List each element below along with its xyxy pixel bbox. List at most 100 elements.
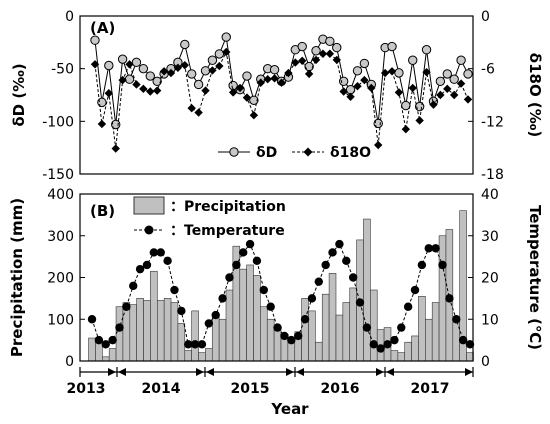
series-d18O-point [139, 84, 148, 94]
series-d18O-point [346, 92, 355, 101]
series-dD-point [456, 55, 466, 65]
series-d18O-point [387, 67, 397, 76]
panel-b-left-axis-label: Precipitation (mm) [8, 198, 26, 357]
precipitation-bar [95, 341, 103, 362]
panel-a-right-tick-label: -12 [481, 114, 504, 130]
precipitation-bar [129, 304, 137, 362]
precipitation-bar [397, 352, 406, 362]
panel-b-right-tick-label: 0 [481, 354, 490, 370]
series-d18O-point [152, 86, 162, 95]
series-d18O-point [318, 49, 328, 58]
series-d18O-point [270, 74, 279, 83]
series-d18O-point [125, 60, 134, 69]
temperature-point [211, 310, 220, 320]
panel-b-right-tick-label: 20 [481, 271, 499, 287]
series-d18O-point [436, 90, 445, 100]
temperature-point [204, 319, 214, 328]
temperature-point [122, 302, 131, 311]
panel-b-right-tick-label: 30 [481, 229, 499, 245]
year-label: 2017 [411, 381, 450, 397]
temperature-point [94, 335, 104, 345]
panel-a-right-tick-label: -6 [481, 62, 495, 78]
series-d18O-point [401, 125, 411, 134]
precipitation-bar [205, 348, 213, 362]
temperature-point [101, 340, 110, 349]
precipitation-bar [260, 306, 268, 362]
panel-a-left-tick-label: -150 [42, 167, 74, 183]
series-d18O-point [249, 110, 259, 120]
series-d18O-point [215, 61, 224, 71]
series-d18O-point [277, 78, 286, 87]
precipitation-bar [150, 270, 158, 362]
series-dD-point [352, 66, 363, 76]
legend-dD-label: δD [256, 145, 277, 161]
temperature-point [321, 260, 330, 270]
panel-b-right-tick-label: 10 [481, 312, 499, 328]
series-dD-point [332, 42, 342, 53]
legend-dD-marker [229, 147, 239, 157]
panel-a-right-tick-label: -18 [481, 167, 504, 183]
temperature-point [280, 331, 289, 341]
legend-temperature-marker [144, 225, 154, 235]
series-d18O-point [263, 75, 272, 84]
precipitation-bar [198, 352, 206, 362]
temperature-point [403, 302, 413, 311]
panel-a-left-tick-label: 0 [65, 9, 74, 25]
series-d18O-point [332, 55, 341, 65]
temperature-point [397, 323, 406, 332]
series-d18O-point [422, 67, 431, 77]
precipitation-bar [246, 264, 254, 362]
precipitation-bar [404, 341, 412, 362]
temperature-point [438, 260, 447, 270]
year-axis: 2013 2014 2015 2016 2017 Year [67, 367, 474, 418]
precipitation-bar [122, 302, 131, 362]
year-arrow-right [296, 368, 304, 376]
series-dD-point [138, 63, 149, 74]
temperature-point [108, 335, 117, 345]
precipitation-bar [411, 335, 419, 362]
year-arrow-left [286, 368, 294, 376]
year-arrow-right [206, 368, 214, 376]
series-d18O-point [111, 144, 120, 153]
precipitation-bar [363, 218, 371, 362]
series-d18O-point [325, 49, 335, 58]
precipitation-bar [328, 273, 337, 362]
year-label: 2015 [231, 381, 270, 397]
series-dD-point [117, 54, 128, 64]
temperature-point [87, 315, 97, 324]
temperature-point [156, 248, 165, 257]
temperature-point [259, 285, 269, 295]
panel-b-chart: 0 100 200 300 400 0 10 20 30 40 Precipitation (mm)… [8, 187, 544, 370]
temperature-point [383, 340, 392, 349]
temperature-point [452, 315, 461, 324]
series-dD-point [325, 36, 335, 46]
temperature-point [232, 260, 241, 270]
year-arrow-right [118, 368, 126, 376]
temperature-point [390, 335, 399, 345]
series-dD-point [359, 58, 370, 69]
panel-a-right-axis-label: δ18O (‰) [526, 53, 544, 137]
temperature-point [293, 331, 303, 341]
panel-b-right-axis-label: Temperature (℃) [526, 205, 544, 350]
series-dD-point [338, 76, 349, 87]
panel-b-left-tick-label: 200 [47, 271, 74, 287]
series-dD-point [193, 79, 204, 90]
series-dD-point [180, 39, 190, 50]
temperature-point [184, 340, 193, 349]
series-d18O-point [394, 88, 404, 97]
year-label: 2016 [321, 381, 360, 397]
series-d18O-point [304, 69, 314, 79]
precipitation-bar [308, 310, 316, 362]
temperature-point [163, 256, 172, 265]
precipitation-bar [438, 235, 447, 362]
series-d18O-point [298, 56, 307, 65]
temperature-point [142, 260, 152, 270]
temperature-point [431, 244, 440, 253]
temperature-point [135, 264, 145, 274]
series-dD-point [442, 69, 452, 79]
temperature-point [129, 281, 138, 291]
series-d18O-point [166, 68, 176, 78]
series-dD-point [124, 74, 135, 84]
precipitation-bar [287, 341, 296, 362]
